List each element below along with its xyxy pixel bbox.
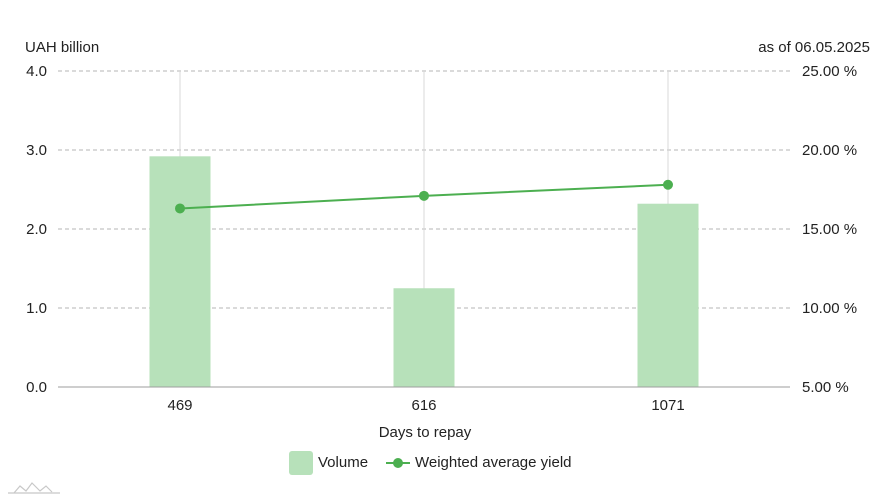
legend-volume-label: Volume <box>318 454 368 471</box>
y-left-tick-label: 3.0 <box>26 142 47 159</box>
watermark-logo <box>8 482 60 494</box>
yield-point <box>663 179 673 190</box>
x-tick-label: 1071 <box>651 397 684 414</box>
y-left-tick-label: 0.0 <box>26 379 47 396</box>
y-right-tick-label: 15.00 % <box>802 221 857 238</box>
y-right-tick-label: 25.00 % <box>802 63 857 80</box>
legend-volume-swatch <box>289 451 313 475</box>
legend-item-volume[interactable]: Volume <box>289 451 368 475</box>
x-tick-label: 469 <box>167 397 192 414</box>
y-left-tick-label: 4.0 <box>26 63 47 80</box>
y-right-tick-label: 5.00 % <box>802 379 849 396</box>
y-left-tick-label: 1.0 <box>26 300 47 317</box>
legend-yield-marker <box>393 458 403 468</box>
legend: Volume Weighted average yield <box>289 451 572 475</box>
as-of-date: as of 06.05.2025 <box>758 39 870 56</box>
legend-yield-label: Weighted average yield <box>415 454 572 471</box>
volume-bar <box>637 203 699 387</box>
x-axis-title: Days to repay <box>379 424 472 441</box>
volume-bar <box>393 288 455 387</box>
y-right-tick-label: 20.00 % <box>802 142 857 159</box>
axes: 0.0 1.0 2.0 3.0 4.0 5.00 % 10.00 % 15.00 % 20.00… <box>26 63 857 414</box>
yield-point <box>419 190 429 201</box>
bars <box>149 156 699 387</box>
volume-bar <box>149 156 211 387</box>
legend-item-yield[interactable]: Weighted average yield <box>386 454 572 471</box>
left-axis-unit: UAH billion <box>25 39 99 56</box>
y-right-tick-label: 10.00 % <box>802 300 857 317</box>
y-left-tick-label: 2.0 <box>26 221 47 238</box>
yield-line <box>175 179 673 214</box>
yield-point <box>175 203 185 214</box>
x-tick-label: 616 <box>411 397 436 414</box>
